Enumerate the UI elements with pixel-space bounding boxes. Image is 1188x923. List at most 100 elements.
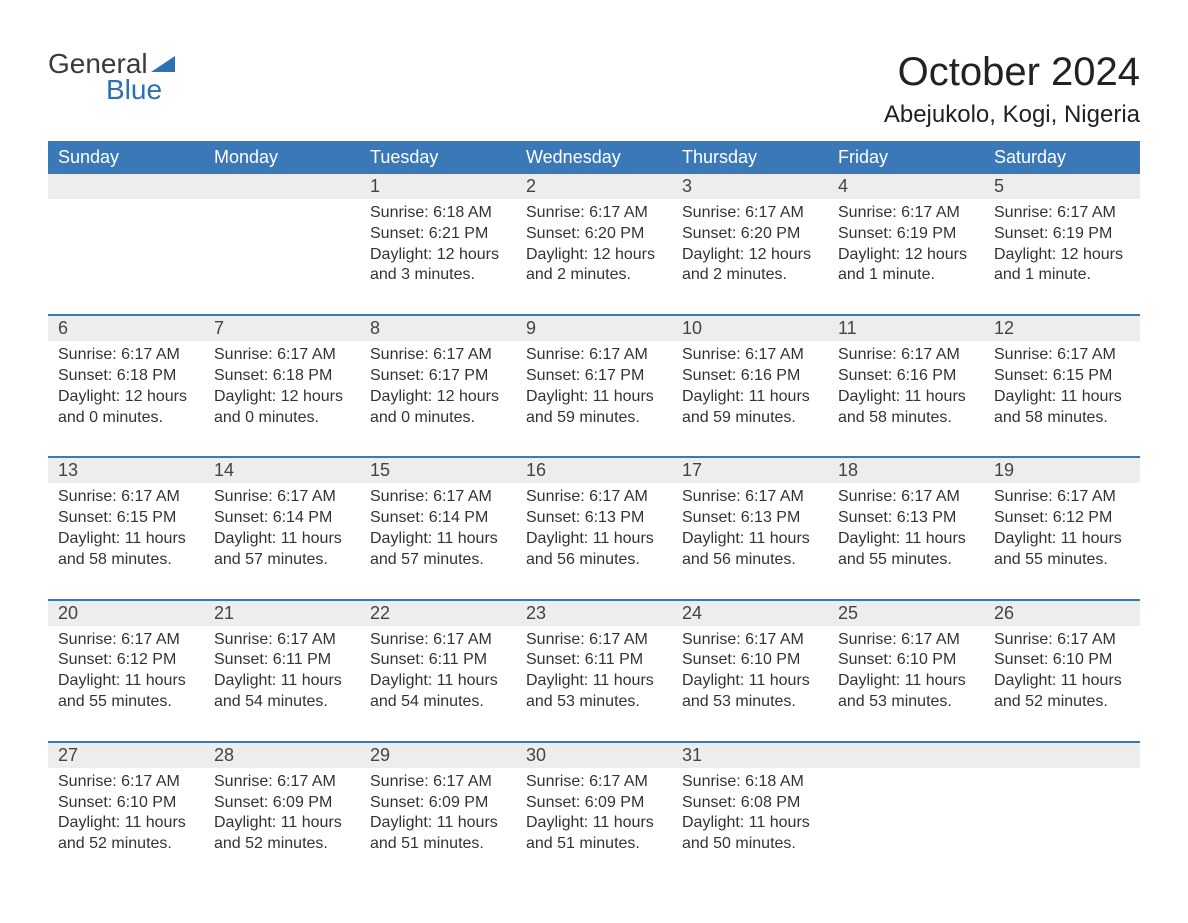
day-content-cell: Sunrise: 6:17 AMSunset: 6:11 PMDaylight:… (360, 626, 516, 742)
sunset-text: Sunset: 6:18 PM (214, 366, 350, 387)
header: General Blue October 2024 Abejukolo, Kog… (48, 50, 1140, 129)
sunrise-text: Sunrise: 6:17 AM (526, 345, 662, 366)
daylight-text: Daylight: 11 hours and 58 minutes. (838, 387, 974, 429)
sunrise-text: Sunrise: 6:17 AM (682, 203, 818, 224)
sunset-text: Sunset: 6:11 PM (214, 650, 350, 671)
daylight-text: Daylight: 11 hours and 58 minutes. (994, 387, 1130, 429)
sunrise-text: Sunrise: 6:17 AM (58, 487, 194, 508)
day-number-cell: 10 (672, 315, 828, 341)
day-number-cell: 23 (516, 600, 672, 626)
sunrise-text: Sunrise: 6:17 AM (58, 345, 194, 366)
sunrise-text: Sunrise: 6:18 AM (682, 772, 818, 793)
day-number-cell: 21 (204, 600, 360, 626)
day-number-cell: 11 (828, 315, 984, 341)
daylight-text: Daylight: 11 hours and 56 minutes. (682, 529, 818, 571)
day-number-cell: 27 (48, 742, 204, 768)
day-number-cell: 1 (360, 174, 516, 199)
daylight-text: Daylight: 12 hours and 0 minutes. (58, 387, 194, 429)
day-content-cell: Sunrise: 6:17 AMSunset: 6:10 PMDaylight:… (828, 626, 984, 742)
sunset-text: Sunset: 6:12 PM (58, 650, 194, 671)
day-number-row: 2728293031 (48, 742, 1140, 768)
day-content-cell: Sunrise: 6:17 AMSunset: 6:10 PMDaylight:… (48, 768, 204, 883)
day-content-row: Sunrise: 6:17 AM Sunset: 6:12 PM Daylight:… (48, 626, 1140, 742)
day-number-cell: 5 (984, 174, 1140, 199)
day-number-row: 12345 (48, 174, 1140, 199)
day-number-cell: 15 (360, 457, 516, 483)
day-content-cell (204, 199, 360, 315)
weekday-header: Tuesday (360, 141, 516, 174)
day-content-cell: Sunrise: 6:17 AMSunset: 6:16 PMDaylight:… (672, 341, 828, 457)
day-content-cell: Sunrise: 6:17 AMSunset: 6:15 PMDaylight:… (48, 483, 204, 599)
day-number-row: 13141516171819 (48, 457, 1140, 483)
daylight-text: Daylight: 11 hours and 53 minutes. (838, 671, 974, 713)
day-number-cell: 22 (360, 600, 516, 626)
sunrise-text: Sunrise: 6:17 AM (370, 487, 506, 508)
day-content-cell: Sunrise: 6:17 AMSunset: 6:11 PMDaylight:… (204, 626, 360, 742)
day-content-cell: Sunrise: 6:17 AMSunset: 6:14 PMDaylight:… (360, 483, 516, 599)
sunset-text: Sunset: 6:21 PM (370, 224, 506, 245)
day-content-cell (48, 199, 204, 315)
day-content-row: Sunrise: 6:17 AMSunset: 6:15 PMDaylight:… (48, 483, 1140, 599)
daylight-text: Daylight: 11 hours and 55 minutes. (994, 529, 1130, 571)
daylight-text: Daylight: 11 hours and 52 minutes. (58, 813, 194, 855)
day-number-cell: 31 (672, 742, 828, 768)
day-number-row: 20212223242526 (48, 600, 1140, 626)
sunset-text: Sunset: 6:11 PM (526, 650, 662, 671)
sunset-text: Sunset: 6:14 PM (214, 508, 350, 529)
day-content-cell: Sunrise: 6:17 AMSunset: 6:12 PMDaylight:… (48, 626, 204, 742)
sunset-text: Sunset: 6:16 PM (682, 366, 818, 387)
daylight-text: Daylight: 11 hours and 52 minutes. (994, 671, 1130, 713)
daylight-text: Daylight: 11 hours and 57 minutes. (214, 529, 350, 571)
sunset-text: Sunset: 6:20 PM (682, 224, 818, 245)
daylight-text: Daylight: 12 hours and 0 minutes. (370, 387, 506, 429)
day-number-cell: 13 (48, 457, 204, 483)
day-content-cell: Sunrise: 6:17 AMSunset: 6:09 PMDaylight:… (360, 768, 516, 883)
sunrise-text: Sunrise: 6:17 AM (214, 772, 350, 793)
sunrise-text: Sunrise: 6:17 AM (994, 345, 1130, 366)
day-number-cell: 7 (204, 315, 360, 341)
day-content-cell: Sunrise: 6:17 AMSunset: 6:18 PMDaylight:… (48, 341, 204, 457)
day-number-cell: 18 (828, 457, 984, 483)
day-number-cell: 3 (672, 174, 828, 199)
weekday-header: Thursday (672, 141, 828, 174)
sunset-text: Sunset: 6:15 PM (58, 508, 194, 529)
day-number-cell: 29 (360, 742, 516, 768)
sunset-text: Sunset: 6:13 PM (526, 508, 662, 529)
day-content-cell: Sunrise: 6:17 AMSunset: 6:20 PMDaylight:… (672, 199, 828, 315)
sunrise-text: Sunrise: 6:17 AM (370, 345, 506, 366)
sunset-text: Sunset: 6:13 PM (838, 508, 974, 529)
sunset-text: Sunset: 6:10 PM (682, 650, 818, 671)
day-number-row: 6789101112 (48, 315, 1140, 341)
sunset-text: Sunset: 6:19 PM (838, 224, 974, 245)
daylight-text: Daylight: 11 hours and 54 minutes. (370, 671, 506, 713)
sunset-text: Sunset: 6:09 PM (526, 793, 662, 814)
daylight-text: Daylight: 11 hours and 59 minutes. (682, 387, 818, 429)
day-content-cell: Sunrise: 6:17 AMSunset: 6:10 PMDaylight:… (984, 626, 1140, 742)
day-number-cell (984, 742, 1140, 768)
sunrise-text: Sunrise: 6:17 AM (682, 345, 818, 366)
daylight-text: Daylight: 11 hours and 54 minutes. (214, 671, 350, 713)
sunset-text: Sunset: 6:10 PM (838, 650, 974, 671)
sunrise-text: Sunrise: 6:17 AM (838, 630, 974, 651)
day-number-cell (48, 174, 204, 199)
sunset-text: Sunset: 6:12 PM (994, 508, 1130, 529)
sunrise-text: Sunrise: 6:17 AM (526, 772, 662, 793)
month-title: October 2024 (884, 50, 1140, 95)
sunset-text: Sunset: 6:14 PM (370, 508, 506, 529)
daylight-text: Daylight: 12 hours and 3 minutes. (370, 245, 506, 287)
daylight-text: Daylight: 11 hours and 57 minutes. (370, 529, 506, 571)
sunset-text: Sunset: 6:17 PM (526, 366, 662, 387)
sunset-text: Sunset: 6:15 PM (994, 366, 1130, 387)
day-content-cell (984, 768, 1140, 883)
day-number-cell: 17 (672, 457, 828, 483)
daylight-text: Daylight: 12 hours and 1 minute. (994, 245, 1130, 287)
sunrise-text: Sunrise: 6:17 AM (370, 772, 506, 793)
day-number-cell: 20 (48, 600, 204, 626)
day-number-cell: 28 (204, 742, 360, 768)
day-content-cell: Sunrise: 6:17 AMSunset: 6:15 PMDaylight:… (984, 341, 1140, 457)
day-content-cell: Sunrise: 6:17 AMSunset: 6:09 PMDaylight:… (516, 768, 672, 883)
day-content-cell: Sunrise: 6:18 AMSunset: 6:21 PMDaylight:… (360, 199, 516, 315)
sunrise-text: Sunrise: 6:17 AM (838, 203, 974, 224)
day-number-cell: 24 (672, 600, 828, 626)
day-content-cell: Sunrise: 6:17 AMSunset: 6:17 PMDaylight:… (360, 341, 516, 457)
